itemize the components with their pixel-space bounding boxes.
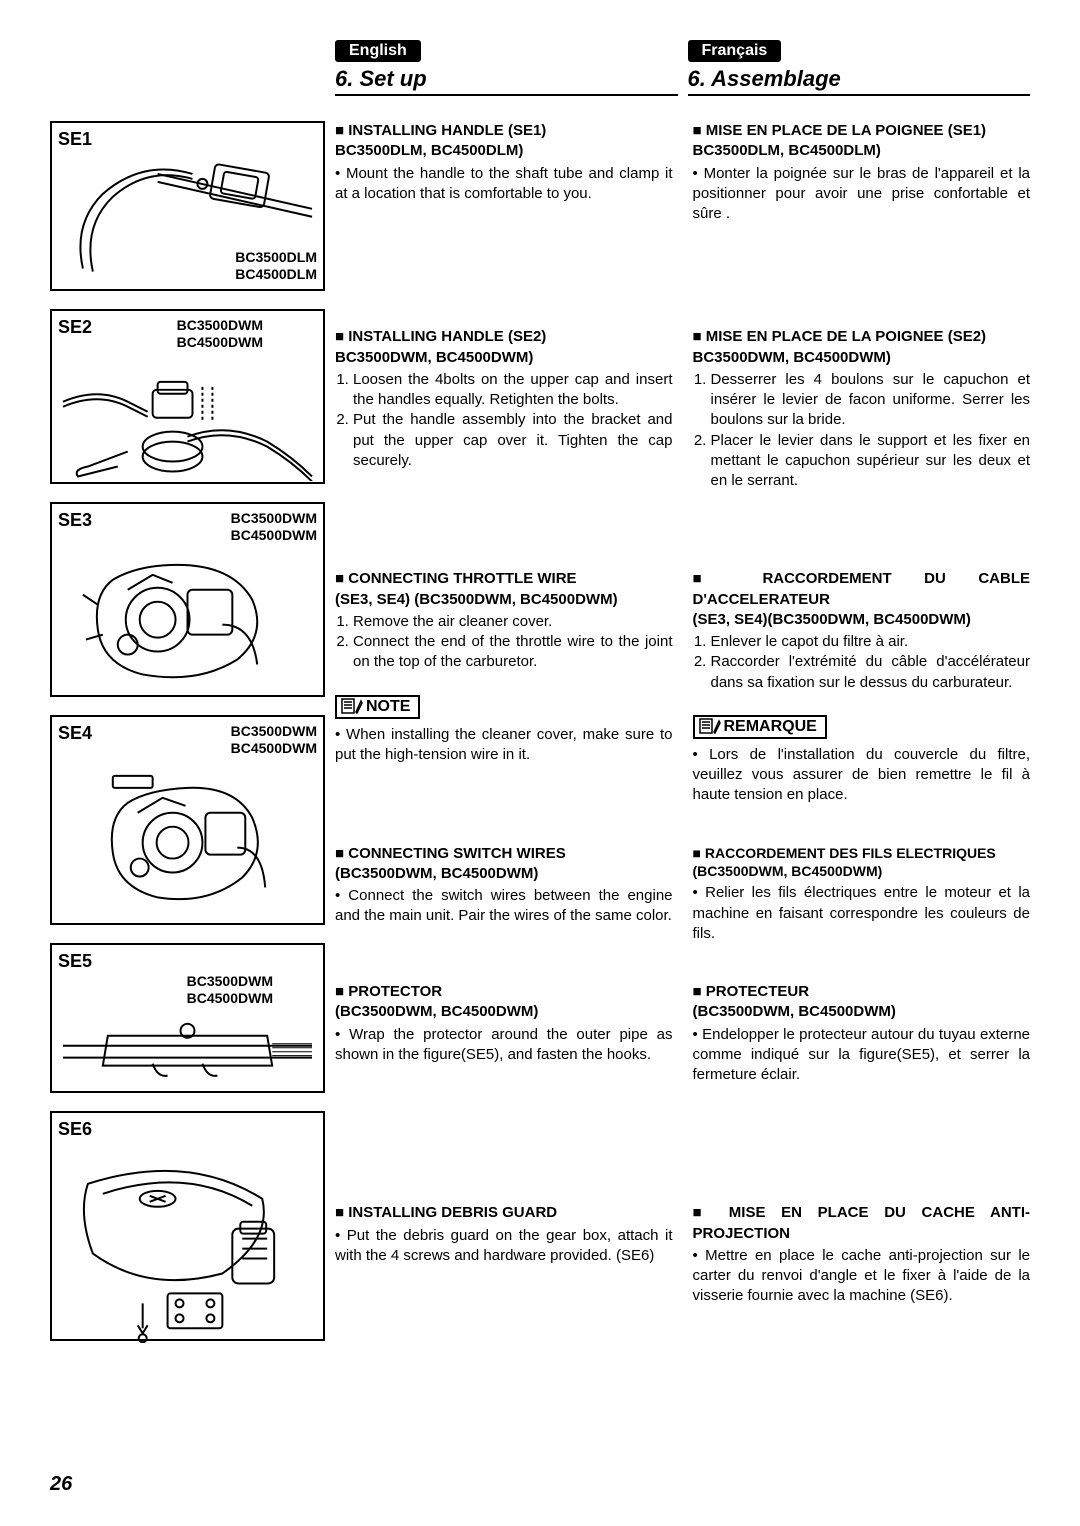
en-se4: CONNECTING SWITCH WIRES(BC3500DWM, BC450… xyxy=(335,844,673,945)
diagram-se2-icon xyxy=(58,342,317,481)
main-content: SE1 BC3500DLMBC4500DLM SE2 BC3500DWMBC45… xyxy=(50,121,1030,1341)
english-title: 6. Set up xyxy=(335,66,678,96)
en-se3-block: CONNECTING THROTTLE WIRE(SE3, SE4) (BC35… xyxy=(335,569,673,823)
fr-se3-block: RACCORDEMENT DU CABLE D'ACCELERATEUR (SE… xyxy=(693,569,1031,823)
note-icon xyxy=(341,698,363,714)
english-pill: English xyxy=(335,40,421,62)
note-label-fr: REMARQUE xyxy=(693,715,827,739)
fr-se6: MISE EN PLACE DU CACHE ANTI-PROJECTION M… xyxy=(693,1203,1031,1306)
en-se1: INSTALLING HANDLE (SE1)BC3500DLM, BC4500… xyxy=(335,121,673,224)
note-label-en: NOTE xyxy=(335,695,420,719)
fr-se2: MISE EN PLACE DE LA POIGNEE (SE2)BC3500D… xyxy=(693,327,1031,491)
diagram-se6-icon xyxy=(58,1144,317,1343)
french-title: 6. Assemblage xyxy=(688,66,1031,96)
en-se5: PROTECTOR(BC3500DWM, BC4500DWM) Wrap the… xyxy=(335,982,673,1085)
diagram-se3-icon xyxy=(58,535,317,694)
fr-se1: MISE EN PLACE DE LA POIGNEE (SE1)BC3500D… xyxy=(693,121,1031,224)
en-se6: INSTALLING DEBRIS GUARD Put the debris g… xyxy=(335,1203,673,1306)
en-se2: INSTALLING HANDLE (SE2)BC3500DWM, BC4500… xyxy=(335,327,673,491)
figure-se1: SE1 BC3500DLMBC4500DLM xyxy=(50,121,325,291)
page-number: 26 xyxy=(50,1473,72,1496)
fr-se5: PROTECTEUR(BC3500DWM, BC4500DWM) Endelop… xyxy=(693,982,1031,1085)
diagram-se4-icon xyxy=(58,748,317,922)
figure-se4: SE4 BC3500DWMBC4500DWM xyxy=(50,715,325,925)
figure-se2: SE2 BC3500DWMBC4500DWM xyxy=(50,309,325,484)
fr-se4: RACCORDEMENT DES FILS ELECTRIQUES(BC3500… xyxy=(693,844,1031,945)
page-header: English 6. Set up Français 6. Assemblage xyxy=(50,40,1030,106)
note-icon xyxy=(699,718,721,734)
figure-se3: SE3 BC3500DWMBC4500DWM xyxy=(50,502,325,697)
figure-se6: SE6 xyxy=(50,1111,325,1341)
french-pill: Français xyxy=(688,40,782,62)
figure-se5: SE5 BC3500DWMBC4500DWM xyxy=(50,943,325,1093)
figures-column: SE1 BC3500DLMBC4500DLM SE2 BC3500DWMBC45… xyxy=(50,121,325,1341)
